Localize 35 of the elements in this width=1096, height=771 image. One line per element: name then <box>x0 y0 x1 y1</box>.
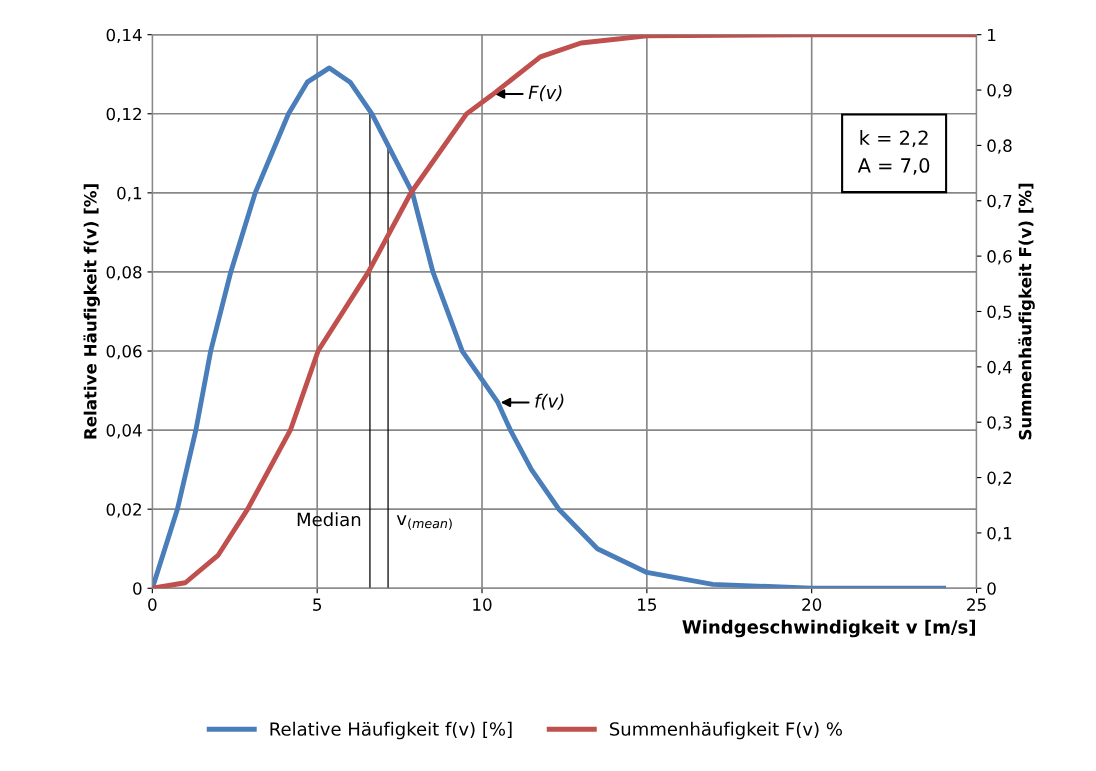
y-tick-label: 0 <box>133 582 142 595</box>
y-tick-label: 0,1 <box>117 186 142 202</box>
annotation: f(v) <box>535 393 564 410</box>
ref-line-label: Median <box>297 512 361 527</box>
y2-tick-label: 0,8 <box>987 139 1012 154</box>
y2-tick-label: 0,6 <box>987 250 1012 265</box>
x-tick-label: 0 <box>148 598 157 611</box>
x-axis-title: Windgeschwindigkeit v [m/s] <box>682 619 975 638</box>
y2-tick-label: 0,3 <box>987 416 1012 431</box>
y-tick-label: 0,08 <box>106 265 142 281</box>
y-tick-label: 0,02 <box>106 503 141 518</box>
y-tick-label: 0,14 <box>106 28 142 43</box>
y-tick-label: 0,12 <box>106 107 141 123</box>
y2-tick-label: 0,4 <box>987 360 1012 376</box>
x-tick-label: 10 <box>473 598 492 611</box>
x-tick-label: 20 <box>802 598 822 611</box>
legend-label: Summenhäufigkeit F(v) % <box>609 721 842 740</box>
x-tick-label: 15 <box>638 598 657 611</box>
y-axis-title: Relative Häufigkeit f(v) [%] <box>83 184 100 439</box>
annotation: F(v) <box>528 85 562 102</box>
y2-tick-label: 0,1 <box>987 526 1012 542</box>
y2-tick-label: 1 <box>988 28 996 42</box>
x-tick-label: 25 <box>967 598 986 611</box>
ref-line-label: v$_{(mean)}$ <box>396 515 452 530</box>
y2-tick-label: 0,2 <box>987 471 1012 486</box>
y2-tick-label: 0,9 <box>987 84 1012 99</box>
x-tick-label: 5 <box>313 598 322 611</box>
y-tick-label: 0,06 <box>106 344 142 360</box>
y2-tick-label: 0 <box>987 582 996 595</box>
y2-tick-label: 0,7 <box>987 194 1012 210</box>
legend-label: Relative Häufigkeit f(v) [%] <box>270 721 512 740</box>
y2-tick-label: 0,5 <box>987 305 1012 320</box>
y-tick-label: 0,04 <box>106 424 142 439</box>
annotation: k = 2,2 A = 7,0 <box>857 130 930 175</box>
y2-axis-title: Summenhäufigkeit F(v) [%] <box>1018 183 1035 440</box>
